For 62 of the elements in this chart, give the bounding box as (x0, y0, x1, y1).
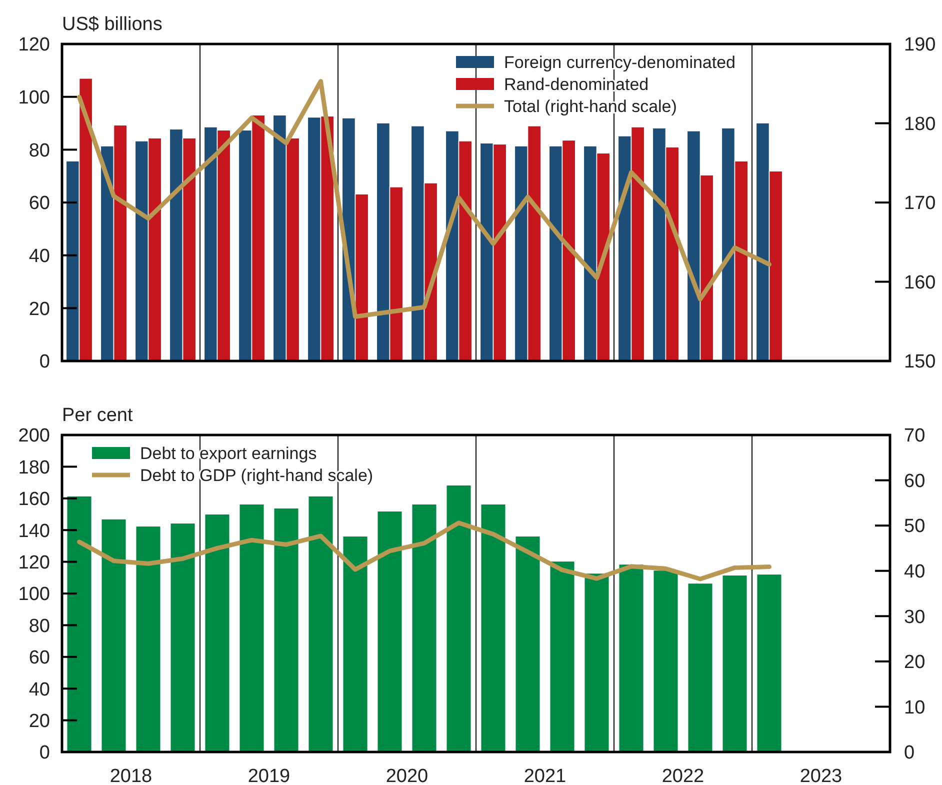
y2-tick-label: 50 (904, 516, 926, 538)
bar (170, 522, 196, 752)
y-tick-label: 120 (18, 552, 50, 574)
y-tick-label: 60 (28, 648, 50, 669)
y2-tick-label: 40 (904, 562, 926, 583)
line-series (77, 78, 772, 319)
bar (687, 582, 714, 752)
y2-tick-label: 180 (904, 114, 936, 135)
y-tick-label: 100 (18, 87, 50, 108)
y-tick-label: 180 (18, 457, 50, 478)
y2-tick-label: 70 (904, 426, 926, 447)
y-tick-label: 20 (28, 710, 50, 732)
y2-tick-label: 170 (904, 193, 936, 214)
bar (584, 572, 610, 752)
y-axis-title: Per cent (62, 405, 134, 426)
y-tick-label: 100 (18, 584, 50, 606)
bar (66, 496, 92, 752)
bar (100, 518, 127, 752)
x-tick-label: 2018 (110, 766, 152, 785)
y-tick-label: 80 (28, 616, 50, 637)
y2-tick-label: 10 (904, 697, 926, 718)
y-tick-label: 40 (28, 679, 50, 700)
y-tick-label: 200 (18, 426, 50, 447)
x-tick-label: 2021 (524, 766, 566, 785)
bar (514, 536, 541, 752)
x-tick-label: 2019 (248, 766, 290, 785)
y-tick-label: 0 (39, 742, 50, 764)
bar (549, 560, 576, 752)
bar (238, 504, 265, 752)
bar (204, 514, 230, 752)
y2-tick-label: 30 (904, 606, 926, 628)
y-tick-label: 160 (18, 489, 50, 510)
bar (308, 496, 334, 752)
bar (722, 574, 748, 752)
line-series (77, 520, 772, 582)
y2-tick-label: 60 (904, 470, 926, 492)
y-tick-label: 40 (28, 246, 50, 267)
y-tick-label: 60 (28, 193, 50, 214)
bar (618, 564, 644, 752)
y2-tick-label: 150 (904, 352, 936, 373)
y-axis-title: US$ billions (62, 14, 162, 35)
y2-tick-label: 190 (904, 34, 936, 56)
x-tick-label: 2022 (662, 766, 704, 785)
bar (652, 570, 679, 752)
x-tick-label: 2020 (386, 766, 428, 785)
bar (411, 504, 438, 752)
bar (756, 574, 782, 752)
y2-tick-label: 0 (904, 742, 915, 764)
bar (135, 526, 162, 752)
bar (480, 504, 506, 752)
bar (342, 536, 368, 752)
y2-tick-label: 160 (904, 272, 936, 294)
bar (273, 508, 300, 752)
y-tick-label: 120 (18, 34, 50, 56)
x-tick-label: 2023 (800, 766, 842, 785)
bar (446, 484, 472, 752)
y-tick-label: 20 (28, 298, 50, 320)
y2-tick-label: 20 (904, 652, 926, 674)
y-tick-label: 0 (39, 352, 50, 373)
y-tick-label: 80 (28, 140, 50, 162)
bar (376, 510, 403, 752)
y-tick-label: 140 (18, 520, 50, 542)
